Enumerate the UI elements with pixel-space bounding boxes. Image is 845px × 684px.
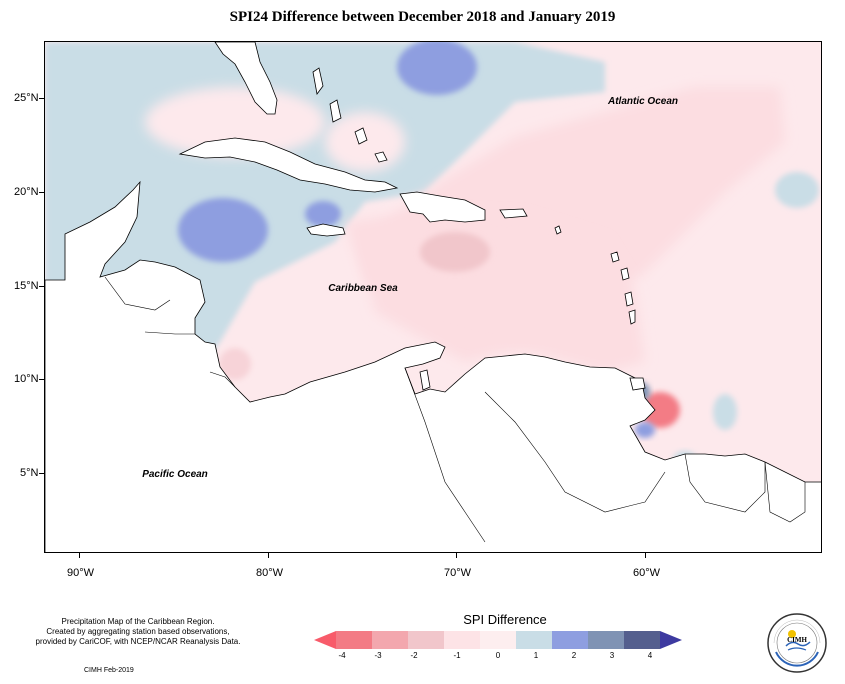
lesser-antilles-2 — [610, 251, 620, 263]
dry-patch-guyana — [640, 392, 680, 428]
legend-tick-3: 3 — [609, 651, 615, 660]
legend-colorbar — [314, 631, 682, 649]
lon-tick-70w — [456, 553, 457, 558]
note-line-1: Precipitation Map of the Caribbean Regio… — [61, 617, 215, 626]
dry-patch-central-america — [219, 348, 251, 380]
lat-tick-5n — [39, 473, 44, 474]
map-canvas: Atlantic Ocean Caribbean Sea Pacific Oce… — [45, 42, 821, 552]
hispaniola — [399, 191, 486, 223]
lat-tick-10n — [39, 379, 44, 380]
lat-tick-20n — [39, 192, 44, 193]
lon-tick-60w — [645, 553, 646, 558]
wet-patch-north — [397, 42, 477, 95]
bahamas-4 — [374, 151, 388, 163]
wet-patch-offshore — [713, 394, 737, 430]
lat-label-25n: 25°N — [14, 92, 39, 104]
lat-tick-15n — [39, 286, 44, 287]
legend-tick-neg2: -2 — [410, 651, 418, 660]
cimh-logo: CIMH — [767, 613, 827, 673]
legend-arrow-right — [660, 631, 682, 649]
lat-tick-25n — [39, 98, 44, 99]
lake-maracaibo — [419, 369, 431, 391]
legend-swatch-4 — [444, 631, 480, 649]
lat-label-20n: 20°N — [14, 186, 39, 198]
legend-arrow-left — [314, 631, 336, 649]
atlantic-ocean-label: Atlantic Ocean — [607, 96, 678, 107]
legend-tick-neg3: -3 — [374, 651, 382, 660]
wet-patch-cayman — [305, 201, 341, 227]
legend-tick-0: 0 — [495, 651, 501, 660]
wet-patch-orinoco — [635, 422, 655, 438]
bahamas-2 — [329, 99, 342, 123]
legend-swatch-3 — [408, 631, 444, 649]
cuba — [178, 137, 399, 193]
normal-patch-bahamas — [325, 112, 405, 172]
legend-swatch-5 — [480, 631, 516, 649]
legend-title: SPI Difference — [463, 612, 547, 627]
lesser-antilles-5 — [628, 309, 636, 325]
legend-tick-neg4: -4 — [338, 651, 346, 660]
lon-tick-80w — [268, 553, 269, 558]
legend-swatch-6 — [516, 631, 552, 649]
lat-label-15n: 15°N — [14, 280, 39, 292]
sun-icon — [788, 630, 796, 638]
legend-tick-4: 4 — [647, 651, 653, 660]
legend-swatch-7 — [552, 631, 588, 649]
legend-tick-2: 2 — [571, 651, 577, 660]
dry-patch-hispaniola-south — [420, 232, 490, 272]
florida — [214, 42, 278, 115]
puerto-rico — [499, 208, 528, 219]
pacific-ocean-label: Pacific Ocean — [142, 469, 208, 480]
spi-map: Atlantic Ocean Caribbean Sea Pacific Oce… — [44, 41, 822, 553]
lat-label-10n: 10°N — [14, 373, 39, 385]
legend-tick-1: 1 — [533, 651, 539, 660]
lat-label-5n: 5°N — [20, 467, 39, 479]
lon-label-80w: 80°W — [256, 567, 284, 579]
lesser-antilles-3 — [620, 267, 630, 281]
note-line-3: provided by CariCOF, with NCEP/NCAR Rean… — [35, 637, 241, 646]
bahamas-1 — [312, 67, 324, 95]
wave-icon — [785, 641, 811, 647]
legend-tick-neg1: -1 — [453, 651, 461, 660]
wet-patch-yucatan — [178, 198, 268, 262]
map-description: Precipitation Map of the Caribbean Regio… — [18, 617, 258, 647]
normal-patch-gulf — [145, 87, 325, 157]
lon-label-70w: 70°W — [444, 567, 472, 579]
central-america — [45, 180, 821, 552]
bahamas-3 — [354, 127, 368, 145]
legend-swatch-1 — [336, 631, 372, 649]
legend-swatch-2 — [372, 631, 408, 649]
lon-label-60w: 60°W — [633, 567, 661, 579]
map-credit: CIMH Feb-2019 — [84, 667, 134, 674]
landmasses — [45, 42, 821, 552]
trinidad — [629, 377, 646, 391]
legend-swatch-8 — [588, 631, 624, 649]
legend-swatch-9 — [624, 631, 660, 649]
logo-text: CIMH — [787, 636, 807, 644]
wet-patch-atlantic — [775, 172, 819, 208]
map-title: SPI24 Difference between December 2018 a… — [229, 9, 616, 25]
caribbean-sea-label: Caribbean Sea — [328, 283, 398, 294]
country-borders — [104, 276, 806, 543]
note-line-2: Created by aggregating station based obs… — [46, 627, 230, 636]
lon-label-90w: 90°W — [67, 567, 95, 579]
lesser-antilles-4 — [624, 291, 634, 307]
lon-tick-90w — [79, 553, 80, 558]
lesser-antilles-1 — [554, 225, 562, 235]
jamaica — [306, 223, 346, 237]
